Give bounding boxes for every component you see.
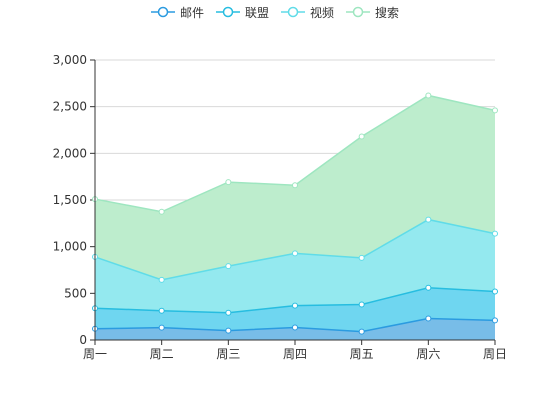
data-point[interactable] bbox=[358, 133, 365, 140]
legend-label: 邮件 bbox=[179, 5, 204, 20]
data-point[interactable] bbox=[492, 230, 498, 237]
legend-item[interactable]: 搜索 bbox=[346, 4, 399, 21]
x-tick-label: 周四 bbox=[283, 347, 307, 361]
data-point[interactable] bbox=[358, 254, 365, 261]
legend-swatch-icon bbox=[346, 6, 371, 18]
data-point[interactable] bbox=[492, 107, 498, 114]
y-tick-label: 3,000 bbox=[53, 53, 87, 67]
legend-swatch-icon bbox=[150, 6, 175, 18]
legend-item[interactable]: 邮件 bbox=[150, 4, 204, 21]
y-tick-label: 1,000 bbox=[53, 240, 87, 254]
x-tick-label: 周二 bbox=[150, 347, 174, 361]
legend-item[interactable]: 联盟 bbox=[215, 4, 269, 21]
y-tick-label: 0 bbox=[79, 333, 87, 347]
data-point[interactable] bbox=[158, 208, 165, 215]
data-point[interactable] bbox=[158, 324, 165, 331]
data-point[interactable] bbox=[425, 92, 432, 99]
data-point[interactable] bbox=[225, 263, 232, 270]
y-tick-label: 500 bbox=[64, 286, 87, 300]
data-point[interactable] bbox=[425, 216, 432, 223]
data-point[interactable] bbox=[358, 301, 365, 308]
data-point[interactable] bbox=[358, 328, 365, 335]
y-tick-label: 1,500 bbox=[53, 193, 87, 207]
data-point[interactable] bbox=[225, 309, 232, 316]
data-point[interactable] bbox=[225, 179, 232, 186]
data-point[interactable] bbox=[292, 182, 298, 189]
legend-swatch-icon bbox=[215, 6, 240, 18]
data-point[interactable] bbox=[158, 276, 165, 283]
legend-label: 视频 bbox=[310, 5, 335, 20]
area-3 bbox=[95, 219, 495, 313]
x-tick-label: 周六 bbox=[416, 347, 440, 361]
y-tick-label: 2,000 bbox=[53, 146, 87, 160]
data-point[interactable] bbox=[158, 307, 165, 314]
data-point[interactable] bbox=[492, 288, 498, 295]
x-tick-label: 周五 bbox=[350, 347, 374, 361]
data-point[interactable] bbox=[492, 317, 498, 324]
area-2 bbox=[95, 287, 495, 332]
data-point[interactable] bbox=[292, 324, 298, 331]
data-point[interactable] bbox=[425, 284, 432, 291]
data-point[interactable] bbox=[292, 250, 298, 257]
legend-swatch-icon bbox=[281, 6, 305, 18]
data-point[interactable] bbox=[292, 302, 298, 309]
legend-item[interactable]: 视频 bbox=[281, 4, 334, 21]
y-tick-label: 2,500 bbox=[53, 100, 87, 114]
data-point[interactable] bbox=[225, 327, 232, 334]
x-tick-label: 周日 bbox=[483, 347, 507, 361]
x-tick-label: 周一 bbox=[83, 347, 107, 361]
data-point[interactable] bbox=[425, 315, 432, 322]
x-tick-label: 周三 bbox=[216, 347, 240, 361]
legend-label: 搜索 bbox=[375, 5, 400, 20]
legend-label: 联盟 bbox=[244, 5, 269, 20]
legend: 邮件 联盟 视频 搜索 bbox=[0, 2, 550, 22]
